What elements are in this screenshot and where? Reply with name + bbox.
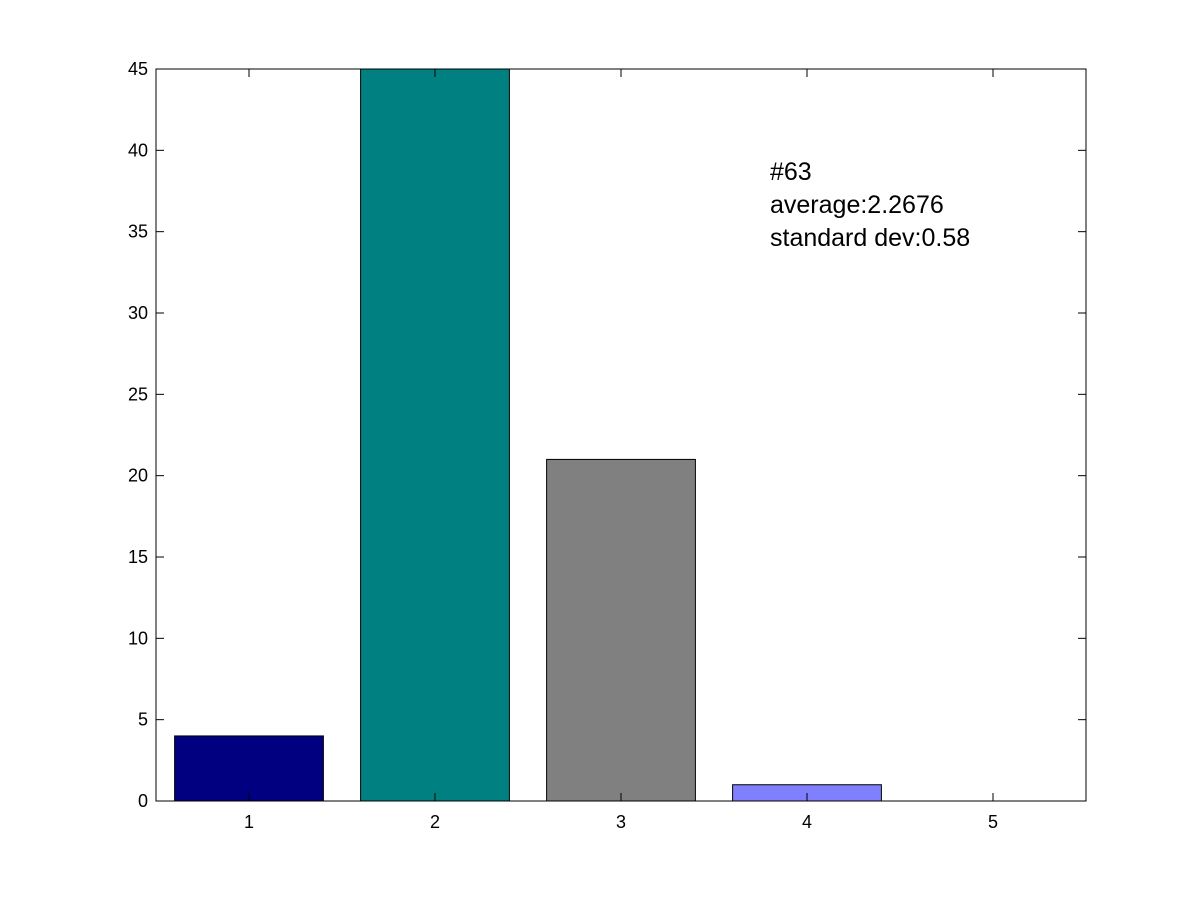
bars-layer xyxy=(174,68,882,802)
y-tick-label-40: 40 xyxy=(128,140,148,160)
y-tick-label-20: 20 xyxy=(128,466,148,486)
y-tick-label-15: 15 xyxy=(128,547,148,567)
x-tick-label-1: 1 xyxy=(244,812,254,832)
x-tick-label-4: 4 xyxy=(802,812,812,832)
bar-2 xyxy=(360,68,510,802)
y-tick-label-30: 30 xyxy=(128,303,148,323)
annotation-line-average: average:2.2676 xyxy=(770,191,944,219)
y-tick-label-35: 35 xyxy=(128,222,148,242)
annotation-line-stddev: standard dev:0.58 xyxy=(770,224,970,252)
annotation-line-count: #63 xyxy=(770,158,812,186)
x-tick-label-5: 5 xyxy=(988,812,998,832)
bar-3 xyxy=(546,458,696,802)
axes-frame xyxy=(155,68,1087,802)
y-tick-label-5: 5 xyxy=(138,710,148,730)
y-tick-label-10: 10 xyxy=(128,628,148,648)
y-tick-label-45: 45 xyxy=(128,59,148,79)
x-tick-label-2: 2 xyxy=(430,812,440,832)
y-tick-label-25: 25 xyxy=(128,384,148,404)
x-tick-label-3: 3 xyxy=(616,812,626,832)
bar-1 xyxy=(174,735,324,802)
annotation-text: #63 average:2.2676 standard dev:0.58 xyxy=(770,158,970,252)
y-tick-label-0: 0 xyxy=(138,791,148,811)
